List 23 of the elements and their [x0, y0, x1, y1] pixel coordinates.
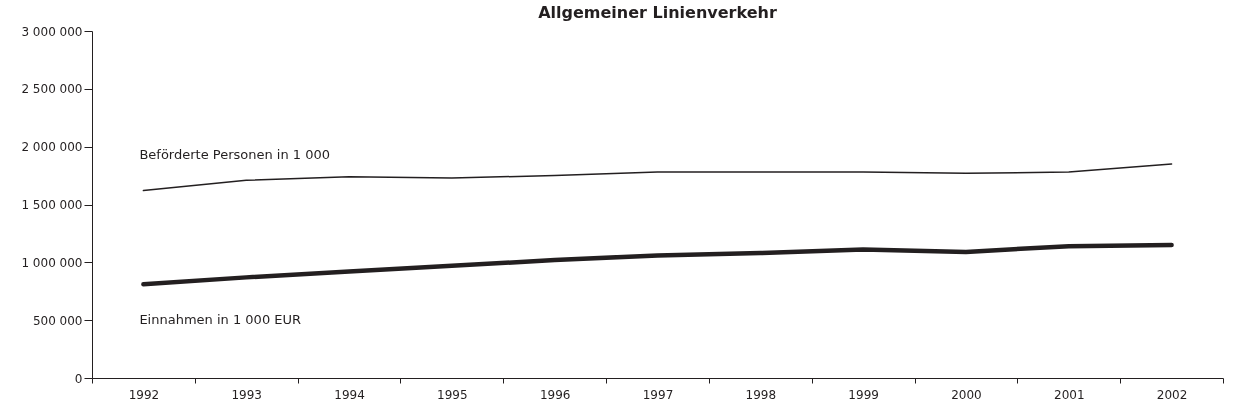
x-tick-label: 1996: [539, 387, 571, 402]
y-tick-label: 2 000 000: [21, 140, 83, 155]
y-tick-label: 2 500 000: [21, 82, 83, 97]
x-tick-label: 1999: [848, 387, 879, 402]
x-tick-label: 1993: [231, 387, 262, 402]
x-tick-label: 1998: [745, 387, 777, 402]
x-tick-label: 1992: [128, 387, 160, 402]
x-tick-label: 1994: [334, 387, 365, 402]
x-tick-label: 2000: [951, 387, 982, 402]
x-tick-label: 1995: [437, 387, 468, 402]
x-tick-label: 1997: [642, 387, 674, 402]
y-tick-label: 500 000: [32, 313, 83, 328]
chart-title: Allgemeiner Linienverkehr: [538, 3, 777, 22]
line-series: [142, 163, 1173, 192]
y-tick-label: 1 500 000: [21, 198, 83, 212]
y-tick-label: 0: [74, 371, 83, 386]
line-series: [141, 242, 1174, 287]
x-tick-label: 2002: [1156, 387, 1188, 402]
y-tick-label: 3 000 000: [21, 24, 83, 39]
text: Einnahmen in 1 000 EUR: [139, 312, 302, 328]
series-label: Beförderte Personen in 1 000: [139, 146, 331, 162]
x-tick-label: 2001: [1054, 387, 1085, 402]
y-tick-label: 1 000 000: [21, 255, 83, 270]
